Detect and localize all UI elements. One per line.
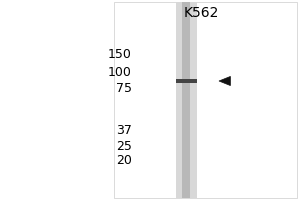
FancyBboxPatch shape [182, 2, 190, 198]
Text: 20: 20 [116, 154, 132, 168]
FancyBboxPatch shape [176, 79, 197, 83]
FancyBboxPatch shape [176, 2, 197, 198]
Text: 37: 37 [116, 123, 132, 136]
Text: 150: 150 [108, 47, 132, 60]
Text: 25: 25 [116, 140, 132, 154]
Text: K562: K562 [183, 6, 219, 20]
FancyBboxPatch shape [114, 2, 297, 198]
Text: 100: 100 [108, 66, 132, 79]
Polygon shape [219, 76, 230, 86]
Text: 75: 75 [116, 82, 132, 95]
